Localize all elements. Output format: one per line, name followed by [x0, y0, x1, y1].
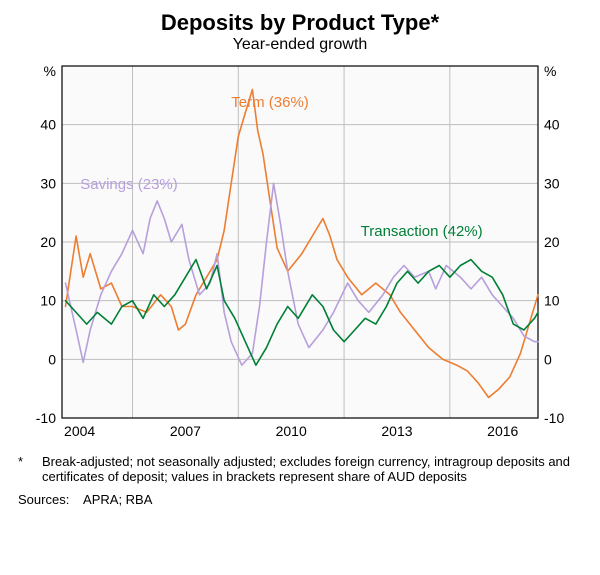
chart-subtitle: Year-ended growth	[18, 36, 582, 54]
svg-text:2016: 2016	[487, 423, 518, 439]
svg-text:2007: 2007	[170, 423, 201, 439]
svg-text:10: 10	[544, 293, 560, 309]
svg-text:-10: -10	[544, 410, 564, 426]
svg-text:2013: 2013	[381, 423, 412, 439]
svg-text:40: 40	[544, 117, 560, 133]
svg-text:30: 30	[544, 175, 560, 191]
series-label-savings: Savings (23%)	[80, 176, 178, 193]
svg-text:30: 30	[40, 175, 56, 191]
svg-text:2010: 2010	[276, 423, 307, 439]
series-label-term: Term (36%)	[231, 94, 309, 111]
sources-text: APRA; RBA	[83, 492, 152, 507]
footnote-marker: *	[18, 454, 32, 484]
svg-text:20: 20	[544, 234, 560, 250]
footnote-text: Break-adjusted; not seasonally adjusted;…	[42, 454, 582, 484]
sources-line: Sources: APRA; RBA	[18, 492, 582, 507]
line-chart: -10 -10 0 0 10 10 20 20 30 30 40 40%% 2004 2007 2010 20…	[18, 60, 582, 444]
chart-title: Deposits by Product Type*	[18, 10, 582, 36]
svg-text:-10: -10	[36, 410, 56, 426]
chart-area: -10 -10 0 0 10 10 20 20 30 30 40 40%% 2004 2007 2010 20…	[18, 60, 582, 444]
svg-text:10: 10	[40, 293, 56, 309]
series-label-transaction: Transaction (42%)	[361, 223, 483, 240]
svg-text:%: %	[44, 63, 56, 79]
svg-text:0: 0	[48, 351, 56, 367]
svg-text:0: 0	[544, 351, 552, 367]
svg-text:40: 40	[40, 117, 56, 133]
sources-label: Sources:	[18, 492, 69, 507]
svg-text:2004: 2004	[64, 423, 95, 439]
svg-text:%: %	[544, 63, 556, 79]
footnote: * Break-adjusted; not seasonally adjuste…	[18, 454, 582, 484]
svg-text:20: 20	[40, 234, 56, 250]
